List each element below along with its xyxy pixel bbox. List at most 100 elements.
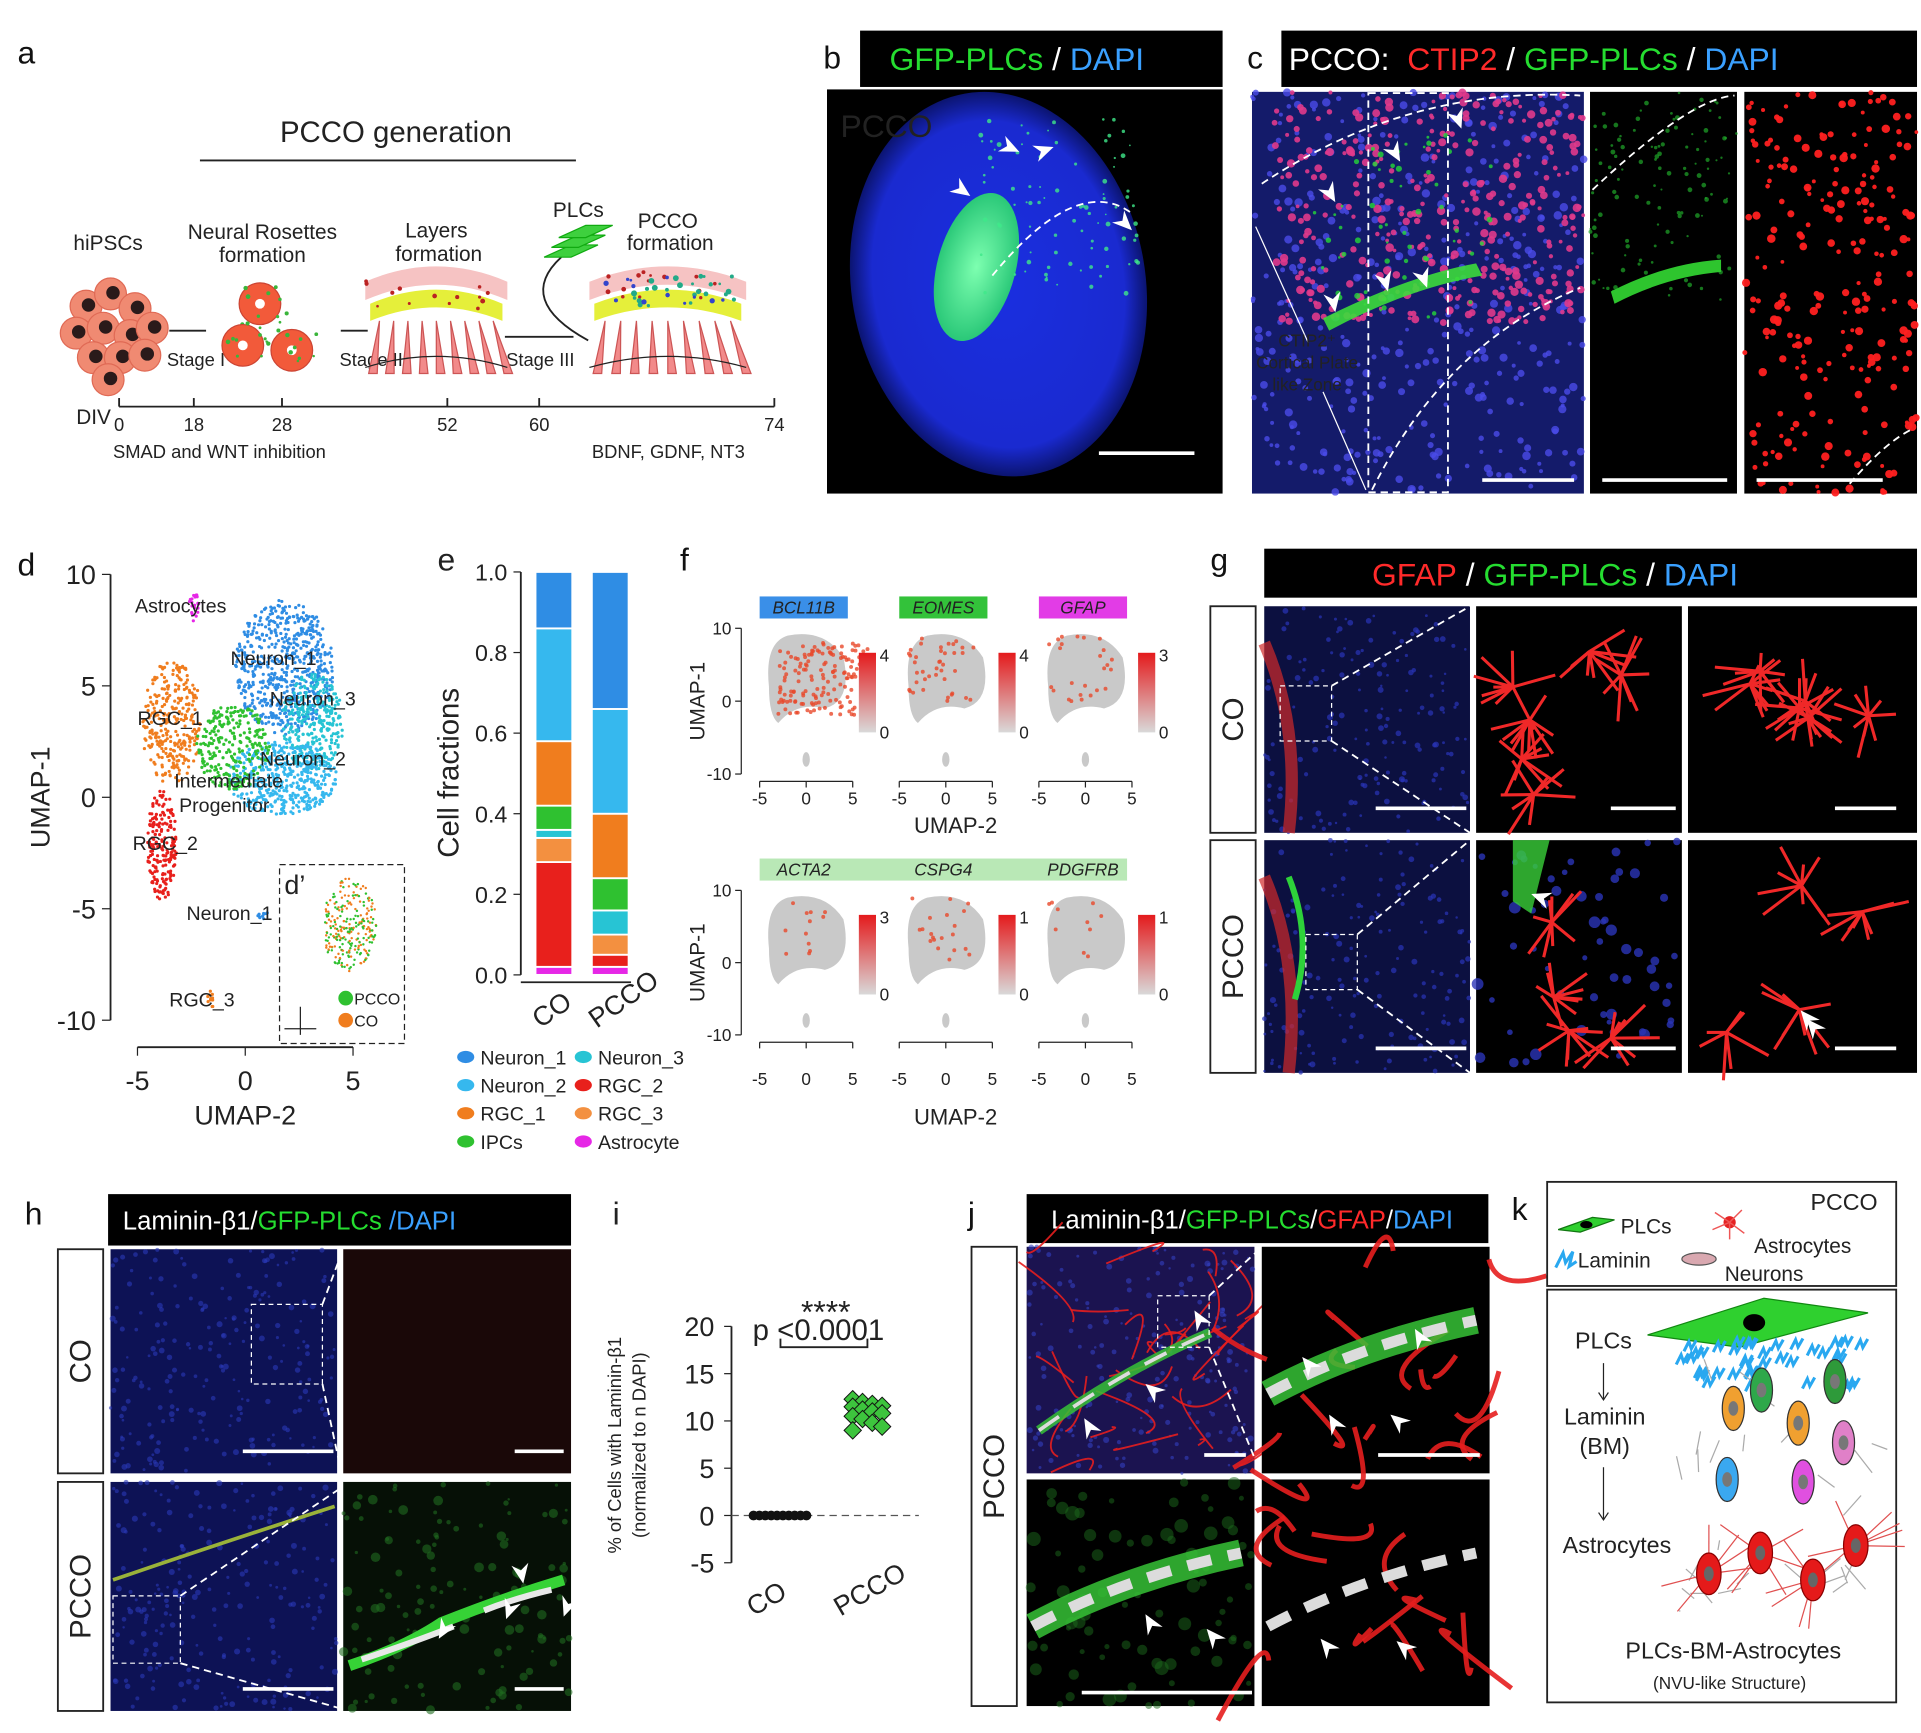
speckle — [1330, 694, 1335, 699]
cell-point — [354, 944, 357, 948]
cell-point — [185, 709, 189, 713]
speckle — [1297, 153, 1305, 161]
speckle — [1467, 278, 1473, 284]
cell-point — [291, 746, 295, 751]
speckle — [1517, 341, 1521, 345]
cell-point — [261, 764, 265, 768]
speckle — [1407, 310, 1413, 316]
astrocyte-process — [1520, 733, 1545, 761]
expression-point — [821, 690, 826, 695]
speckle — [185, 1342, 191, 1347]
speckle — [1513, 161, 1520, 168]
speckle — [1349, 946, 1353, 951]
cell-point — [259, 801, 263, 805]
speckle — [1278, 786, 1283, 792]
cell-point — [215, 775, 220, 779]
expression-point — [846, 672, 851, 677]
speckle — [1795, 333, 1801, 340]
cell-point — [151, 844, 155, 848]
speckle — [1309, 994, 1314, 1000]
speckle — [683, 301, 687, 305]
speckle — [1548, 254, 1554, 259]
speckle — [1379, 131, 1386, 138]
speckle — [1399, 205, 1405, 212]
cell-point — [301, 627, 305, 631]
astrocyte-process — [1800, 658, 1807, 702]
speckle — [1286, 159, 1296, 168]
speckle — [636, 298, 642, 304]
speckle — [263, 337, 267, 341]
cell-point — [210, 719, 215, 723]
speckle — [1467, 940, 1471, 944]
cell-point — [308, 633, 312, 637]
cell-point — [297, 735, 301, 739]
cell-point — [326, 652, 330, 656]
speckle — [332, 1348, 336, 1351]
cell-point — [149, 700, 153, 704]
cell-point — [292, 691, 296, 695]
cell-point — [266, 805, 270, 809]
speckle — [1458, 250, 1466, 258]
speckle — [1635, 116, 1641, 121]
expression-point — [849, 674, 854, 679]
speckle — [1133, 238, 1137, 242]
arrowhead — [1112, 210, 1132, 231]
cell-point — [293, 702, 298, 706]
speckle — [1421, 981, 1426, 986]
speckle — [1770, 449, 1775, 455]
expression-point — [1097, 636, 1102, 641]
cell-point — [191, 683, 195, 687]
speckle — [1637, 262, 1641, 266]
cell-point — [256, 756, 260, 760]
cell-point — [306, 732, 310, 736]
cell-point — [282, 751, 286, 755]
expression-point — [805, 708, 810, 713]
cell-point — [259, 757, 264, 761]
speckle — [1441, 689, 1445, 693]
cell-point — [371, 917, 375, 921]
speckle — [1294, 198, 1303, 207]
cell-point — [205, 729, 209, 734]
cell-point — [157, 717, 161, 721]
cell-point — [213, 782, 217, 786]
cell-point — [193, 603, 197, 607]
bar-segment — [534, 861, 574, 968]
cell-point — [210, 992, 214, 996]
cell-point — [196, 610, 200, 614]
cell-point — [219, 766, 223, 771]
cell-point — [247, 727, 252, 731]
cell-point — [327, 698, 332, 702]
cell-point — [348, 967, 351, 970]
speckle — [1356, 991, 1360, 996]
speckle — [301, 1299, 307, 1304]
speckle — [1561, 869, 1568, 876]
speckle — [1489, 272, 1497, 280]
cell-point — [242, 753, 246, 757]
dashed-outline — [1848, 427, 1914, 485]
speckle — [1498, 257, 1504, 264]
speckle — [1480, 158, 1487, 165]
cell-point — [169, 823, 173, 827]
x-tick-label: 5 — [848, 1069, 858, 1089]
speckle — [1398, 708, 1402, 712]
speckle — [1677, 91, 1681, 95]
cell-point — [334, 906, 337, 909]
cell-point — [184, 666, 188, 670]
cell-point — [187, 702, 191, 706]
cell-point — [327, 757, 331, 761]
expression-point — [812, 645, 817, 649]
cell-point — [299, 764, 303, 768]
speckle — [632, 296, 637, 300]
colorbar-label: 0 — [1019, 723, 1029, 743]
speckle — [1836, 200, 1845, 208]
nucleus — [89, 349, 103, 364]
cell-point — [284, 621, 288, 625]
speckle — [1356, 172, 1363, 179]
expression-point — [1088, 927, 1092, 932]
astrocyte-process — [1535, 984, 1555, 999]
cell-point — [233, 780, 237, 785]
cell-point — [192, 687, 196, 691]
cell-point — [177, 779, 181, 783]
cell-point — [209, 998, 213, 1002]
legend-text: Neuron_2 — [480, 1075, 566, 1097]
